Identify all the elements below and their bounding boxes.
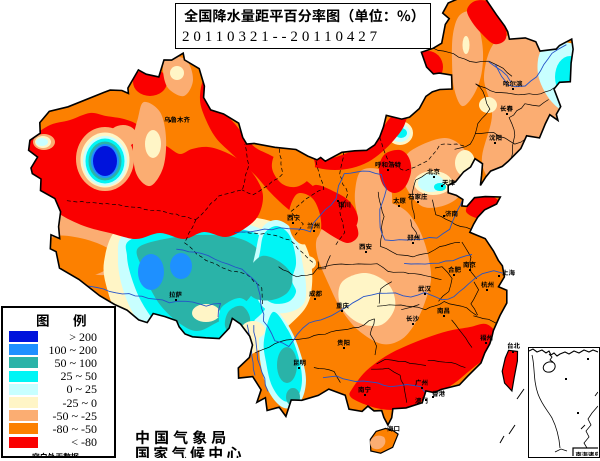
svg-text:20110321--20110427: 20110321--20110427 bbox=[182, 29, 381, 45]
